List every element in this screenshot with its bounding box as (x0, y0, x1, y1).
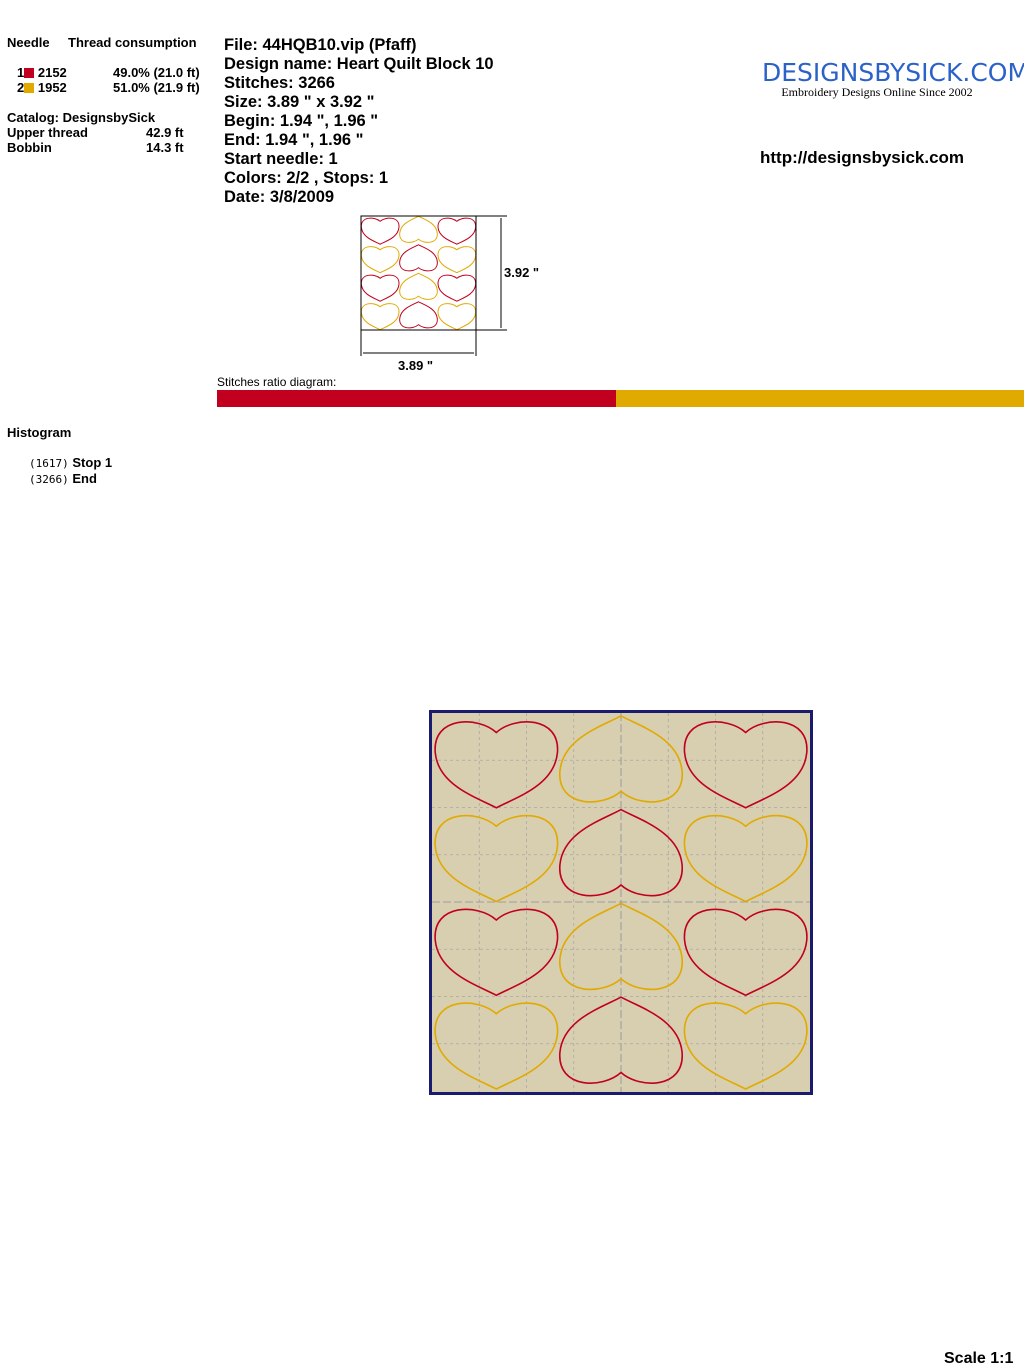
stitch-count: 2152 (37, 65, 67, 80)
needle-header: Needle (7, 35, 50, 50)
consumption: 51.0% (21.9 ft) (113, 80, 200, 95)
histogram-item: (3266) End (29, 471, 112, 487)
needle-row: 1 2152 49.0% (21.0 ft) (17, 65, 212, 80)
heart-red (399, 244, 438, 272)
scale-label: Scale 1:1 (944, 1350, 1014, 1367)
website-url: http://designsbysick.com (760, 148, 965, 167)
thumbnail-diagram (360, 215, 507, 356)
heart-yellow (559, 902, 683, 991)
file: File: 44HQB10.vip (Pfaff) (224, 36, 417, 54)
thumbnail-border (360, 215, 477, 331)
stop-count: (3266) (29, 473, 69, 486)
heart-yellow (360, 246, 400, 274)
heart-red (683, 908, 808, 997)
heart-red (559, 996, 683, 1084)
width-dimension: 3.89 " (398, 358, 434, 373)
histogram-list: (1617) Stop 1 (3266) End (29, 455, 112, 487)
height-dimension: 3.92 " (504, 265, 540, 280)
heart-red (360, 217, 400, 245)
upper-thread-label: Upper thread (7, 125, 88, 140)
heart-yellow (683, 814, 808, 903)
heart-red (559, 808, 683, 897)
heart-yellow (683, 1002, 808, 1090)
bobbin-value: 14.3 ft (146, 140, 184, 155)
heart-yellow (434, 1002, 559, 1090)
histogram-title: Histogram (7, 425, 72, 440)
heart-red (434, 721, 559, 809)
catalog: Catalog: DesignsbySick (7, 110, 156, 125)
needle-table: 1 2152 49.0% (21.0 ft) 2 1952 51.0% (21.9 … (17, 65, 212, 95)
heart-red (437, 217, 477, 245)
needle-number: 2 (17, 80, 25, 95)
heart-red (437, 274, 477, 302)
design-name: Design name: Heart Quilt Block 10 (224, 55, 494, 73)
colors-stops: Colors: 2/2 , Stops: 1 (224, 169, 389, 187)
color-swatch (24, 68, 35, 78)
stitches: Stitches: 3266 (224, 74, 335, 92)
stitch-count: 1952 (37, 80, 67, 95)
heart-yellow (437, 246, 477, 274)
catalog-block: Catalog: DesignsbySick Upper thread 42.9 … (7, 110, 207, 155)
start-needle: Start needle: 1 (224, 150, 338, 168)
heart-red (360, 274, 400, 302)
consumption: 49.0% (21.0 ft) (113, 65, 200, 80)
ratio-segment-yellow (615, 390, 1024, 407)
heart-red (434, 908, 559, 997)
size: Size: 3.89 " x 3.92 " (224, 93, 375, 111)
thumbnail-preview (360, 215, 477, 331)
design-preview (429, 710, 813, 1095)
logo-tagline: Embroidery Designs Online Since 2002 (781, 85, 973, 99)
ratio-label: Stitches ratio diagram: (217, 375, 337, 389)
design-info: File: 44HQB10.vip (Pfaff) Design name: H… (224, 36, 494, 207)
stop-label: Stop 1 (72, 455, 113, 470)
stop-label: End (72, 471, 97, 486)
histogram-item: (1617) Stop 1 (29, 455, 112, 471)
logo-text: DESIGNSBYSICK.COM (762, 58, 1024, 87)
end: End: 1.94 ", 1.96 " (224, 131, 364, 149)
heart-yellow (434, 814, 559, 903)
color-swatch (24, 83, 35, 93)
heart-red (683, 721, 808, 809)
heart-yellow (399, 215, 438, 243)
heart-yellow (559, 715, 683, 803)
stitches-ratio-bar (217, 390, 1024, 407)
begin: Begin: 1.94 ", 1.96 " (224, 112, 379, 130)
heart-yellow (437, 303, 477, 331)
heart-yellow (360, 303, 400, 331)
heart-yellow (399, 272, 438, 300)
heart-red (399, 301, 438, 329)
needle-row: 2 1952 51.0% (21.9 ft) (17, 80, 212, 95)
date: Date: 3/8/2009 (224, 188, 335, 206)
bobbin-label: Bobbin (7, 140, 52, 155)
ratio-segment-red (217, 390, 616, 407)
preview-hearts (434, 715, 808, 1090)
needle-number: 1 (17, 65, 25, 80)
upper-thread-value: 42.9 ft (146, 125, 184, 140)
logo: DESIGNSBYSICK.COM Embroidery Designs Onl… (762, 58, 1024, 99)
stop-count: (1617) (29, 457, 69, 470)
thread-consumption-header: Thread consumption (68, 35, 197, 50)
